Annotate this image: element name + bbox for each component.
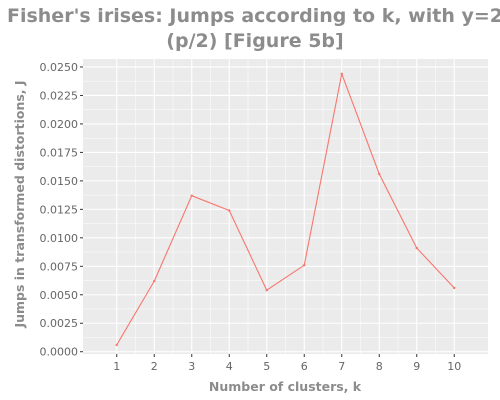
x-tick-label: 5 (263, 360, 270, 373)
y-tick-label: 0.0175 (40, 146, 79, 159)
data-point (190, 194, 193, 197)
x-axis-ticks: 1 2 3 4 5 6 7 8 9 10 (113, 354, 461, 373)
y-tick-label: 0.0150 (40, 175, 79, 188)
x-tick-label: 9 (413, 360, 420, 373)
y-tick-label: 0.0100 (40, 232, 79, 245)
x-tick-label: 6 (301, 360, 308, 373)
y-tick-label: 0.0075 (40, 260, 79, 273)
data-point (340, 72, 343, 76)
x-tick-label: 2 (151, 360, 158, 373)
series-layer (115, 72, 456, 347)
y-tick-label: 0.0050 (40, 289, 79, 302)
y-tick-label: 0.0250 (40, 61, 79, 74)
y-axis-ticks: 0.0000 0.0025 0.0050 0.0075 0.0100 0.0125 0.01… (40, 61, 83, 359)
x-tick-label: 8 (376, 360, 383, 373)
x-axis-label: Number of clusters, k (209, 379, 362, 394)
y-tick-label: 0.0000 (40, 346, 79, 359)
data-point (303, 263, 306, 267)
y-tick-label: 0.0125 (40, 203, 79, 216)
x-tick-label: 7 (338, 360, 345, 373)
x-tick-label: 10 (447, 360, 461, 373)
chart-title-line-2: (p/2) [Figure 5b] (166, 30, 343, 52)
x-tick-label: 1 (113, 360, 120, 373)
y-axis-label: Jumps in transformed distortions, J (12, 80, 27, 328)
x-tick-label: 4 (226, 360, 233, 373)
chart-title-line-1: Fisher's irises: Jumps according to k, w… (7, 5, 500, 27)
gridlines (83, 59, 488, 354)
data-point (115, 343, 118, 347)
series-line (116, 73, 455, 346)
data-point (153, 279, 156, 283)
y-tick-label: 0.0200 (40, 118, 79, 131)
data-point (415, 246, 418, 250)
data-point (228, 209, 231, 212)
data-point (378, 172, 381, 176)
y-tick-label: 0.0025 (40, 317, 79, 330)
data-point (453, 286, 456, 290)
x-tick-label: 3 (188, 360, 195, 373)
data-point (265, 289, 268, 292)
y-tick-label: 0.0225 (40, 89, 79, 102)
